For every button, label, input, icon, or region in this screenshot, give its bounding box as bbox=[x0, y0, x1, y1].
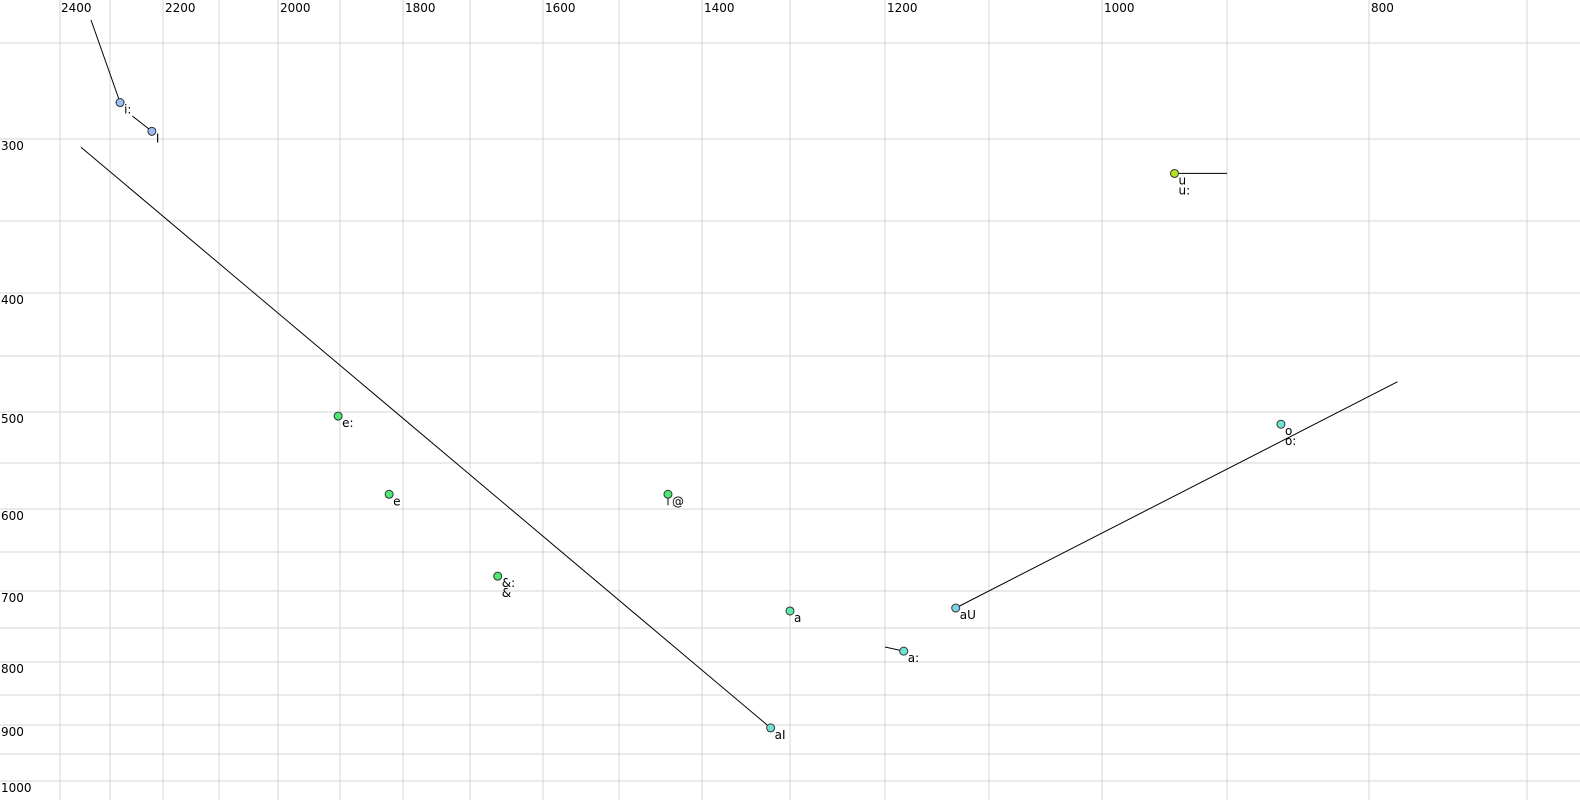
vowel-label: &: bbox=[502, 576, 515, 590]
vowel-point bbox=[1170, 168, 1179, 178]
vowel-label: a bbox=[794, 611, 801, 625]
vowel-point bbox=[785, 606, 795, 616]
x-tick-label: 800 bbox=[1371, 1, 1394, 15]
vowel-trajectory bbox=[955, 381, 1398, 609]
vowel-point bbox=[663, 489, 673, 499]
x-tick-label: 1200 bbox=[887, 1, 918, 15]
vowel-label: o bbox=[1285, 424, 1292, 438]
x-tick-label: 1400 bbox=[704, 1, 735, 15]
x-tick-label: 2200 bbox=[165, 1, 196, 15]
vowel-point bbox=[115, 98, 125, 108]
x-tick-label: 1800 bbox=[405, 1, 436, 15]
vowel-label: aU bbox=[960, 608, 976, 622]
vowel-label: e bbox=[393, 494, 400, 508]
vowel-point bbox=[384, 489, 394, 499]
y-tick-label: 600 bbox=[1, 509, 24, 523]
vowel-point bbox=[147, 126, 157, 136]
vowel-label: I bbox=[156, 131, 160, 145]
x-tick-label: 1600 bbox=[545, 1, 576, 15]
vowel-point bbox=[951, 603, 961, 613]
vowel-label: u bbox=[1179, 173, 1187, 187]
y-tick-label: 300 bbox=[1, 139, 24, 153]
vowel-label: o: bbox=[1285, 434, 1296, 448]
vowel-label: e: bbox=[342, 416, 353, 430]
vowel-point bbox=[333, 411, 343, 421]
vowel-point bbox=[766, 723, 776, 733]
y-tick-label: 800 bbox=[1, 662, 24, 676]
vowel-point bbox=[1276, 419, 1286, 429]
y-tick-label: 500 bbox=[1, 412, 24, 426]
vowel-label: @ bbox=[672, 494, 684, 508]
vowel-trajectory bbox=[80, 146, 771, 729]
x-tick-label: 1000 bbox=[1104, 1, 1135, 15]
vowel-label: aI bbox=[775, 728, 786, 742]
y-tick-label: 1000 bbox=[1, 781, 32, 795]
vowel-point bbox=[899, 646, 909, 656]
vowel-trajectory bbox=[90, 19, 121, 103]
vowel-label: a: bbox=[908, 651, 919, 665]
vowel-point bbox=[493, 571, 503, 581]
vowel-label: i: bbox=[124, 103, 131, 117]
y-tick-label: 400 bbox=[1, 293, 24, 307]
y-tick-label: 900 bbox=[1, 725, 24, 739]
x-tick-label: 2400 bbox=[61, 1, 92, 15]
vowel-label: & bbox=[502, 586, 511, 600]
vowel-label: u: bbox=[1179, 183, 1191, 197]
x-tick-label: 2000 bbox=[280, 1, 311, 15]
y-tick-label: 700 bbox=[1, 591, 24, 605]
